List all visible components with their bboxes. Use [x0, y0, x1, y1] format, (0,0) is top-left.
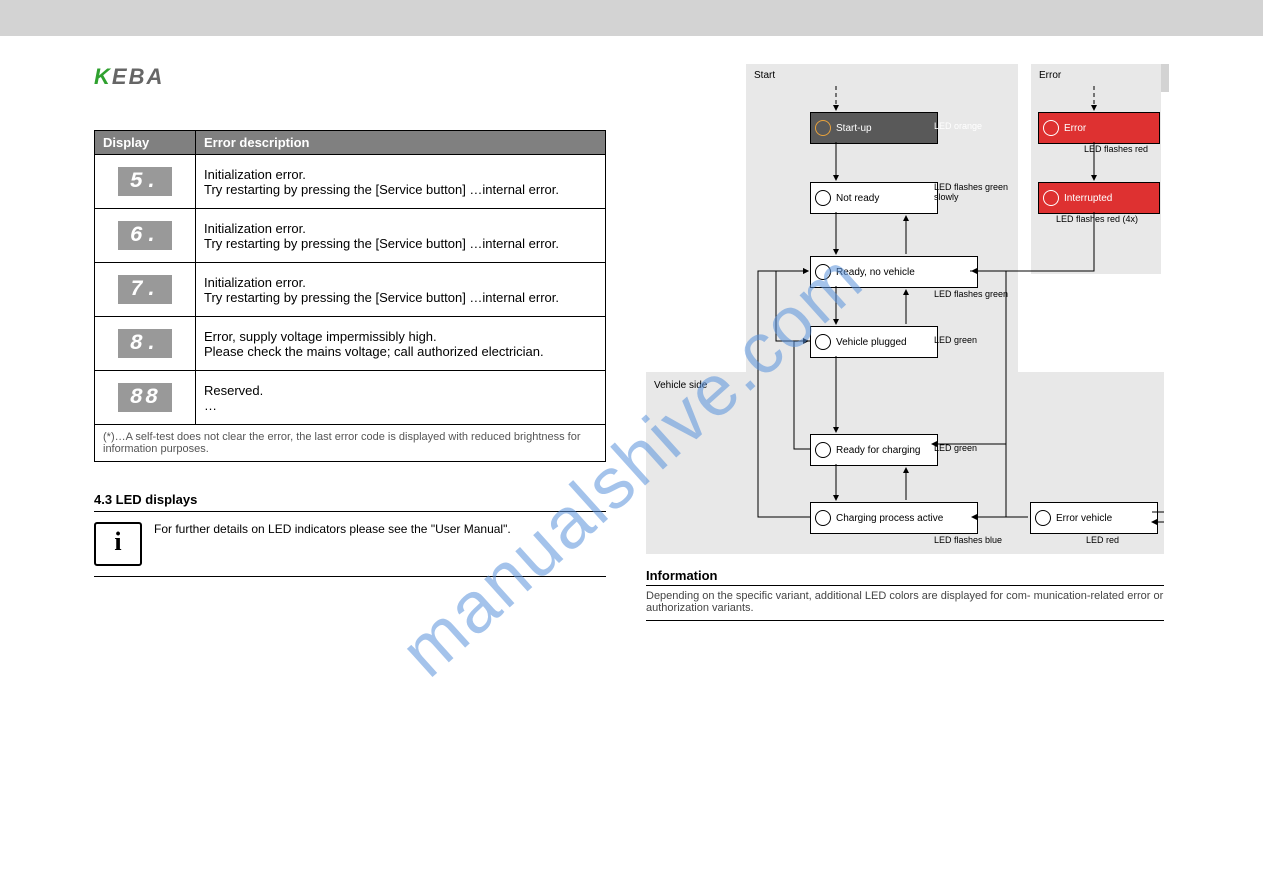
segment-display: 8.	[118, 329, 172, 358]
err-line1: Initialization error.	[204, 167, 597, 182]
err-line1: Initialization error.	[204, 275, 597, 290]
segment-display: 88	[118, 383, 172, 412]
table-row: 5. Initialization error. Try restarting …	[95, 155, 606, 209]
content: KEBA Display Error description 5. Initia…	[0, 36, 1263, 625]
err-line2: Try restarting by pressing the [Service …	[204, 290, 597, 305]
err-line2: Try restarting by pressing the [Service …	[204, 182, 597, 197]
diagram-arrows	[646, 64, 1164, 554]
table-footer: (*)…A self-test does not clear the error…	[95, 425, 606, 462]
col-left: KEBA Display Error description 5. Initia…	[94, 64, 606, 625]
divider	[646, 620, 1164, 621]
divider	[94, 511, 606, 512]
table-row: 8. Error, supply voltage impermissibly h…	[95, 317, 606, 371]
logo: KEBA	[94, 64, 606, 90]
top-bar	[0, 0, 1263, 36]
info-row: i For further details on LED indicators …	[94, 522, 606, 566]
info-icon: i	[94, 522, 142, 566]
logo-k: K	[94, 64, 112, 89]
err-line2: Try restarting by pressing the [Service …	[204, 236, 597, 251]
logo-rest: EBA	[112, 64, 164, 89]
divider	[646, 585, 1164, 586]
divider	[94, 576, 606, 577]
err-line2: …	[204, 398, 597, 413]
led-section-heading: 4.3 LED displays	[94, 492, 606, 507]
col-right: Start Error Vehicle side Start-up Not re…	[646, 64, 1164, 625]
segment-display: 6.	[118, 221, 172, 250]
err-line1: Reserved.	[204, 383, 597, 398]
page: manualshive.com 21 KEBA Display Error de…	[0, 36, 1263, 893]
state-diagram: Start Error Vehicle side Start-up Not re…	[646, 64, 1164, 554]
table-row: 88 Reserved. …	[95, 371, 606, 425]
err-line1: Error, supply voltage impermissibly high…	[204, 329, 597, 344]
err-line2: Please check the mains voltage; call aut…	[204, 344, 597, 359]
th-display: Display	[95, 131, 196, 155]
info-text: For further details on LED indicators pl…	[154, 522, 606, 566]
segment-display: 5.	[118, 167, 172, 196]
table-row: 7. Initialization error. Try restarting …	[95, 263, 606, 317]
err-line1: Initialization error.	[204, 221, 597, 236]
th-desc: Error description	[196, 131, 606, 155]
info-note: Depending on the specific variant, addit…	[646, 590, 1164, 614]
segment-display: 7.	[118, 275, 172, 304]
table-row: 6. Initialization error. Try restarting …	[95, 209, 606, 263]
error-table: Display Error description 5. Initializat…	[94, 130, 606, 462]
info-heading: Information	[646, 568, 1164, 583]
